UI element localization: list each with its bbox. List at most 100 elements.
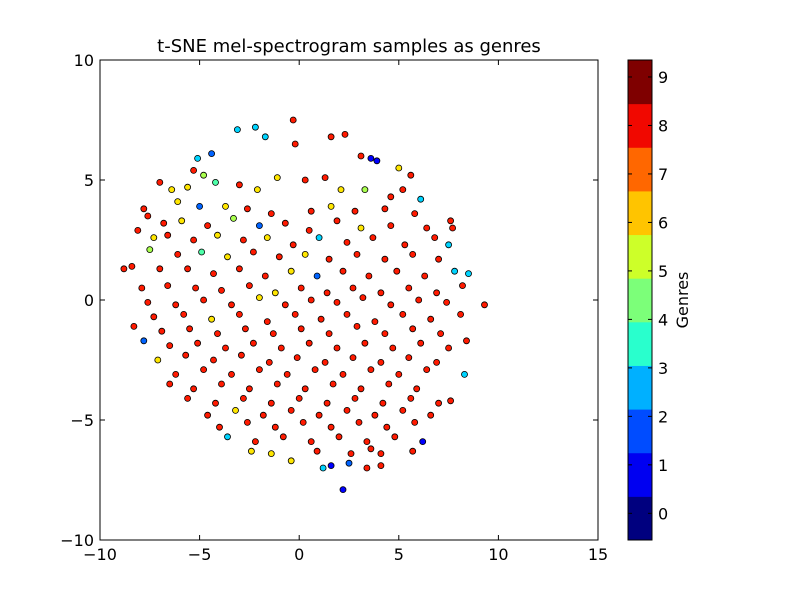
data-point	[413, 385, 421, 393]
data-point	[164, 231, 172, 239]
data-point	[150, 234, 158, 242]
colorbar-segment	[628, 365, 652, 410]
data-point	[481, 301, 488, 309]
data-point	[321, 174, 329, 182]
x-tick-label: 15	[588, 545, 608, 564]
data-point	[140, 337, 148, 345]
data-point	[435, 255, 443, 263]
data-point	[222, 202, 229, 210]
data-point	[353, 322, 361, 330]
data-point	[204, 411, 212, 419]
data-point	[243, 205, 251, 213]
data-point	[417, 339, 425, 347]
data-point	[255, 366, 263, 374]
data-point	[166, 380, 174, 388]
y-tick-label: 10	[74, 51, 94, 70]
data-point	[265, 358, 273, 366]
data-point	[158, 327, 166, 335]
data-point	[361, 186, 369, 194]
data-point	[343, 406, 351, 414]
data-point	[208, 150, 216, 158]
data-point	[289, 241, 297, 249]
colorbar-tick-label: 1	[658, 456, 668, 475]
x-tick-label: −5	[188, 545, 212, 564]
data-point	[130, 322, 138, 330]
data-point	[427, 315, 435, 323]
data-point	[172, 370, 180, 378]
data-point	[407, 394, 415, 402]
colorbar-segment	[628, 234, 652, 279]
data-point	[212, 178, 219, 186]
data-point	[349, 284, 357, 292]
data-point	[339, 370, 347, 378]
data-point	[337, 186, 345, 194]
chart-title: t-SNE mel-spectrogram samples as genres	[157, 36, 541, 57]
x-axis: −10 −5 0 5 10 15	[83, 60, 608, 564]
data-point	[463, 337, 470, 345]
data-point	[263, 234, 271, 242]
data-point	[377, 450, 385, 458]
data-point	[367, 445, 375, 453]
data-point	[190, 385, 198, 393]
data-point	[325, 255, 333, 263]
data-point	[222, 344, 229, 352]
data-point	[239, 236, 247, 244]
data-point	[287, 406, 295, 414]
data-point	[449, 224, 457, 232]
data-point	[323, 399, 331, 407]
data-point	[355, 418, 363, 426]
colorbar-tick-label: 8	[658, 116, 668, 135]
data-point	[371, 318, 379, 326]
data-point	[435, 399, 443, 407]
colorbar: 0 1 2 3 4 5 6 7 8 9	[627, 59, 668, 541]
data-point	[154, 356, 162, 364]
data-point	[186, 325, 194, 333]
data-point	[184, 265, 192, 273]
data-point	[405, 284, 413, 292]
data-point	[321, 358, 329, 366]
data-point	[249, 339, 257, 347]
data-point	[279, 433, 287, 441]
data-point	[214, 231, 221, 239]
colorbar-tick-label: 6	[658, 213, 668, 232]
data-point	[313, 272, 321, 280]
data-point	[196, 202, 204, 210]
data-point	[178, 217, 186, 225]
data-point	[341, 130, 349, 138]
data-point	[261, 272, 269, 280]
data-point	[128, 262, 136, 270]
data-point	[190, 166, 198, 174]
data-point	[305, 339, 313, 347]
data-point	[287, 457, 295, 465]
data-point	[327, 462, 335, 470]
data-point	[405, 354, 413, 362]
data-point	[218, 286, 225, 294]
data-point	[307, 438, 315, 446]
colorbar-tick-label: 3	[658, 359, 668, 378]
data-point	[457, 310, 465, 318]
data-point	[160, 219, 168, 227]
data-point	[387, 301, 395, 309]
data-point	[443, 298, 451, 306]
data-point	[218, 380, 225, 388]
data-point	[239, 394, 247, 402]
data-point	[241, 325, 249, 333]
data-point	[267, 450, 275, 458]
data-point	[232, 406, 239, 414]
data-point	[391, 433, 399, 441]
data-point	[399, 186, 407, 194]
data-point	[271, 289, 279, 297]
data-point	[411, 418, 419, 426]
data-point	[371, 411, 379, 419]
colorbar-segment	[628, 321, 652, 366]
data-point	[273, 380, 281, 388]
x-tick-label: 10	[488, 545, 508, 564]
data-point	[224, 253, 231, 261]
data-point	[409, 250, 417, 258]
data-point	[433, 358, 441, 366]
x-tick-label: 0	[294, 545, 304, 564]
data-point	[407, 171, 415, 179]
data-point	[349, 354, 357, 362]
data-point	[307, 207, 315, 215]
